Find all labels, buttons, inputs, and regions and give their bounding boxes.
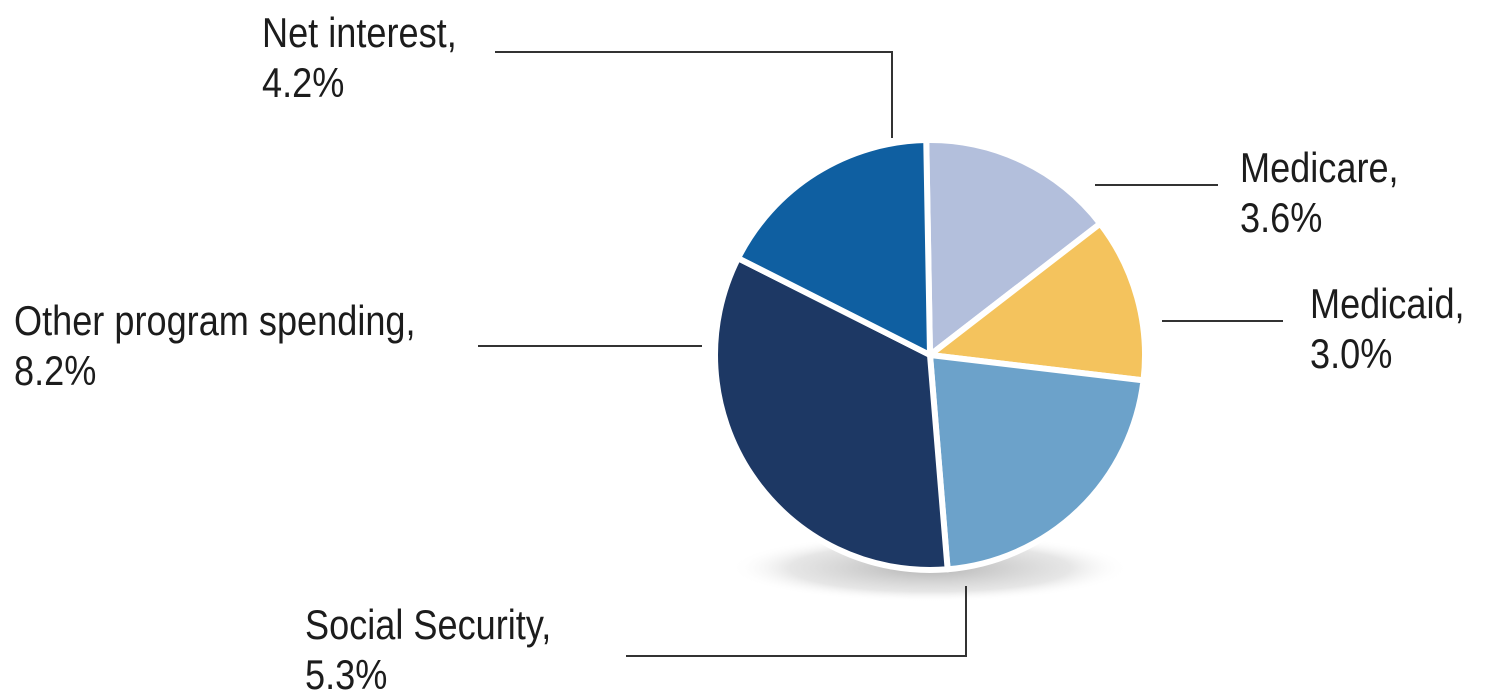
leader-line-net-interest [495, 51, 893, 138]
label-social-security: Social Security, 5.3% [305, 600, 551, 700]
pie-slice-medicaid [927, 220, 1148, 384]
label-medicaid: Medicaid, 3.0% [1310, 279, 1465, 379]
label-medicare-name: Medicare, [1240, 144, 1399, 191]
label-social-security-value: 5.3% [305, 651, 388, 698]
leader-lines [478, 51, 1283, 657]
label-net-interest: Net interest, 4.2% [262, 8, 457, 108]
pie-slice-social-security [927, 352, 1147, 573]
label-medicare: Medicare, 3.6% [1240, 143, 1399, 243]
label-medicaid-value: 3.0% [1310, 330, 1393, 377]
pie-slice-medicare [923, 137, 1104, 358]
label-other-program-spending: Other program spending, 8.2% [14, 296, 416, 396]
label-net-interest-name: Net interest, [262, 9, 457, 56]
label-other-program-spending-value: 8.2% [14, 347, 97, 394]
label-net-interest-value: 4.2% [262, 59, 345, 106]
label-medicaid-name: Medicaid, [1310, 280, 1465, 327]
label-social-security-name: Social Security, [305, 601, 552, 648]
leader-line-social-security [626, 586, 967, 657]
label-other-program-spending-name: Other program spending, [14, 297, 416, 344]
label-medicare-value: 3.6% [1240, 194, 1323, 241]
pie-slices [712, 137, 1148, 573]
pie-slice-net-interest [735, 137, 933, 358]
